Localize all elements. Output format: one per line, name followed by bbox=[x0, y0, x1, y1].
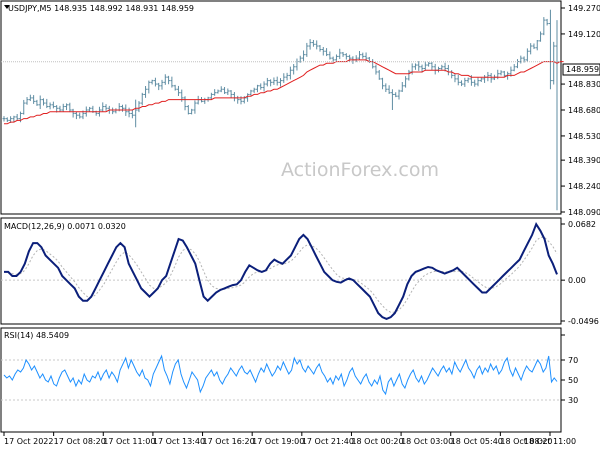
time-tick-label: 17 Oct 21:40 bbox=[302, 437, 354, 446]
rsi-ytick-label: 30 bbox=[568, 396, 578, 405]
time-tick-label: 17 Oct 13:40 bbox=[153, 437, 205, 446]
rsi-title: RSI(14) 48.5409 bbox=[4, 331, 69, 340]
last-price-box bbox=[562, 63, 600, 76]
macd-main-line bbox=[4, 221, 558, 320]
time-tick-label: 18 Oct 05:40 bbox=[451, 437, 503, 446]
moving-average-line bbox=[4, 59, 564, 125]
macd-ytick-label: -0.0496 bbox=[568, 317, 599, 326]
time-tick-label: 18 Oct 11:00 bbox=[524, 437, 576, 446]
watermark: ActionForex.com bbox=[281, 159, 439, 181]
last-price-label: 148.959 bbox=[566, 65, 599, 74]
rsi-line bbox=[3, 354, 558, 396]
time-tick-label: 17 Oct 19:00 bbox=[252, 437, 304, 446]
time-tick-label: 18 Oct 00:20 bbox=[351, 437, 403, 446]
macd-ytick-label: 0.0682 bbox=[568, 220, 596, 229]
price-ytick-label: 149.120 bbox=[568, 30, 600, 39]
time-tick-label: 18 Oct 03:00 bbox=[401, 437, 453, 446]
price-ytick-label: 148.240 bbox=[568, 182, 600, 191]
time-tick-label: 17 Oct 2022 bbox=[4, 437, 53, 446]
triangle-icon bbox=[4, 5, 10, 9]
time-tick-label: 17 Oct 16:20 bbox=[203, 437, 255, 446]
time-tick-label: 17 Oct 08:20 bbox=[54, 437, 106, 446]
macd-ytick-label: 0.00 bbox=[568, 276, 586, 285]
macd-signal-line bbox=[4, 236, 558, 313]
price-ytick-label: 148.830 bbox=[568, 80, 600, 89]
macd-panel: 0.0682 0.00 -0.0496 MACD(12,26,9) 0.0071 0… bbox=[0, 217, 599, 326]
price-ytick-label: 148.090 bbox=[568, 208, 600, 217]
price-panel: ActionForex.com 149.270 149.120 148.830 148… bbox=[0, 0, 600, 217]
price-ytick-label: 148.530 bbox=[568, 132, 600, 141]
time-tick-label: 18 Oct 08:20 bbox=[500, 437, 552, 446]
rsi-panel: 70 50 30 RSI(14) 48.5409 bbox=[0, 327, 578, 433]
rsi-ytick-label: 70 bbox=[568, 356, 578, 365]
rsi-ytick-label: 50 bbox=[568, 376, 578, 385]
time-tick-label: 17 Oct 11:00 bbox=[103, 437, 155, 446]
macd-title: MACD(12,26,9) 0.0071 0.0320 bbox=[4, 222, 126, 231]
price-ytick-label: 148.680 bbox=[568, 106, 600, 115]
price-title: USDJPY,M5 148.935 148.992 148.931 148.95… bbox=[8, 4, 194, 13]
price-ytick-label: 149.270 bbox=[568, 4, 600, 13]
price-ytick-label: 148.390 bbox=[568, 156, 600, 165]
